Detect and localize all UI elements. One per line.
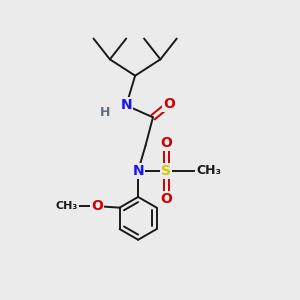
Text: O: O	[164, 97, 175, 111]
Text: O: O	[91, 199, 103, 213]
Text: S: S	[161, 164, 171, 178]
Text: N: N	[132, 164, 144, 178]
Text: O: O	[160, 192, 172, 206]
Text: H: H	[100, 106, 111, 119]
Text: CH₃: CH₃	[56, 201, 78, 211]
Text: N: N	[120, 98, 132, 112]
Text: O: O	[160, 136, 172, 150]
Text: CH₃: CH₃	[196, 164, 221, 177]
